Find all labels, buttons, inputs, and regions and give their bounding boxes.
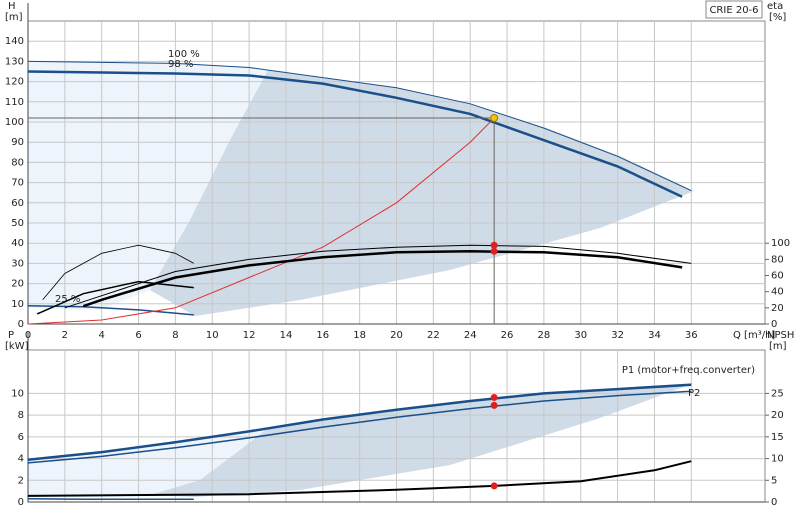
y2-tick-label: 80	[771, 254, 784, 265]
curve	[42, 244, 194, 301]
x-tick-label: 34	[648, 330, 661, 341]
y2-tick-label: 20	[771, 410, 784, 421]
y-tick-label: 90	[11, 137, 24, 148]
curve	[27, 497, 194, 501]
y-axis-label: H	[8, 1, 16, 12]
x-tick-label: 12	[243, 330, 256, 341]
y-axis-label: P	[8, 330, 14, 341]
y-tick-label: 4	[18, 454, 24, 465]
shade-light	[28, 61, 268, 310]
curve	[27, 60, 692, 192]
x-tick-label: 22	[427, 330, 440, 341]
curve	[27, 383, 692, 461]
y-tick-label: 30	[11, 258, 24, 269]
x-tick-label: 20	[390, 330, 403, 341]
y-tick-label: 2	[18, 475, 24, 486]
y-axis-unit: [kW]	[5, 341, 29, 352]
y2-tick-label: 40	[771, 287, 784, 298]
y-tick-label: 40	[11, 238, 24, 249]
x-tick-label: 26	[501, 330, 514, 341]
y2-tick-label: 10	[771, 454, 784, 465]
y-tick-label: 120	[5, 77, 24, 88]
y-tick-label: 140	[5, 36, 24, 47]
y-axis-unit: [m]	[5, 12, 23, 23]
duty-point	[490, 247, 498, 255]
y-tick-label: 6	[18, 432, 24, 443]
duty-point	[490, 482, 498, 490]
y2-axis-unit: [m]	[769, 341, 787, 352]
y-tick-label: 0	[18, 497, 24, 508]
x-tick-label: 6	[135, 330, 141, 341]
series-label: 25 %	[55, 294, 80, 305]
series-label: P1 (motor+freq.converter)	[622, 365, 755, 376]
x-tick-label: 18	[353, 330, 366, 341]
x-axis-label: Q [m³/h]	[733, 330, 775, 341]
curve	[27, 390, 692, 464]
x-tick-label: 28	[538, 330, 551, 341]
x-tick-label: 30	[574, 330, 587, 341]
y2-tick-label: 100	[771, 238, 790, 249]
x-tick-label: 4	[99, 330, 105, 341]
y-tick-label: 130	[5, 56, 24, 67]
curve	[27, 70, 683, 198]
y-tick-label: 50	[11, 218, 24, 229]
y-tick-label: 80	[11, 157, 24, 168]
chart-layer: 0246810121416182022242628303234360102030…	[5, 0, 794, 508]
series-label: 100 %	[168, 49, 200, 60]
x-tick-label: 16	[316, 330, 329, 341]
curve	[36, 280, 194, 315]
y-tick-label: 10	[11, 388, 24, 399]
chart-title: CRIE 20-6	[709, 5, 758, 16]
series-label: P2	[688, 388, 700, 399]
curve	[82, 250, 683, 308]
y2-axis-label: eta	[767, 1, 783, 12]
duty-point	[490, 401, 498, 409]
title-box	[705, 0, 763, 19]
y-tick-label: 60	[11, 198, 24, 209]
duty-point	[490, 393, 498, 401]
y-tick-label: 110	[5, 97, 24, 108]
duty-point	[490, 241, 498, 249]
y-tick-label: 70	[11, 178, 24, 189]
duty-point	[490, 113, 499, 122]
x-tick-label: 8	[172, 330, 178, 341]
shade-light-power	[28, 428, 268, 497]
y2-tick-label: 0	[771, 497, 777, 508]
x-tick-label: 24	[464, 330, 477, 341]
y-tick-label: 8	[18, 410, 24, 421]
y2-axis-label: NPSH	[767, 330, 794, 341]
x-tick-label: 32	[611, 330, 624, 341]
y2-tick-label: 15	[771, 432, 784, 443]
y2-tick-label: 25	[771, 388, 784, 399]
y-tick-label: 20	[11, 279, 24, 290]
y2-tick-label: 60	[771, 271, 784, 282]
y-tick-label: 10	[11, 299, 24, 310]
x-tick-label: 14	[280, 330, 293, 341]
y2-axis-unit: [%]	[769, 12, 786, 23]
y-tick-label: 100	[5, 117, 24, 128]
x-tick-label: 36	[685, 330, 698, 341]
y2-tick-label: 0	[771, 319, 777, 330]
x-tick-label: 10	[206, 330, 219, 341]
x-tick-label: 2	[62, 330, 68, 341]
curve	[64, 244, 692, 309]
y-tick-label: 0	[18, 319, 24, 330]
y2-tick-label: 5	[771, 475, 777, 486]
series-label: 98 %	[168, 59, 193, 70]
y2-tick-label: 20	[771, 303, 784, 314]
